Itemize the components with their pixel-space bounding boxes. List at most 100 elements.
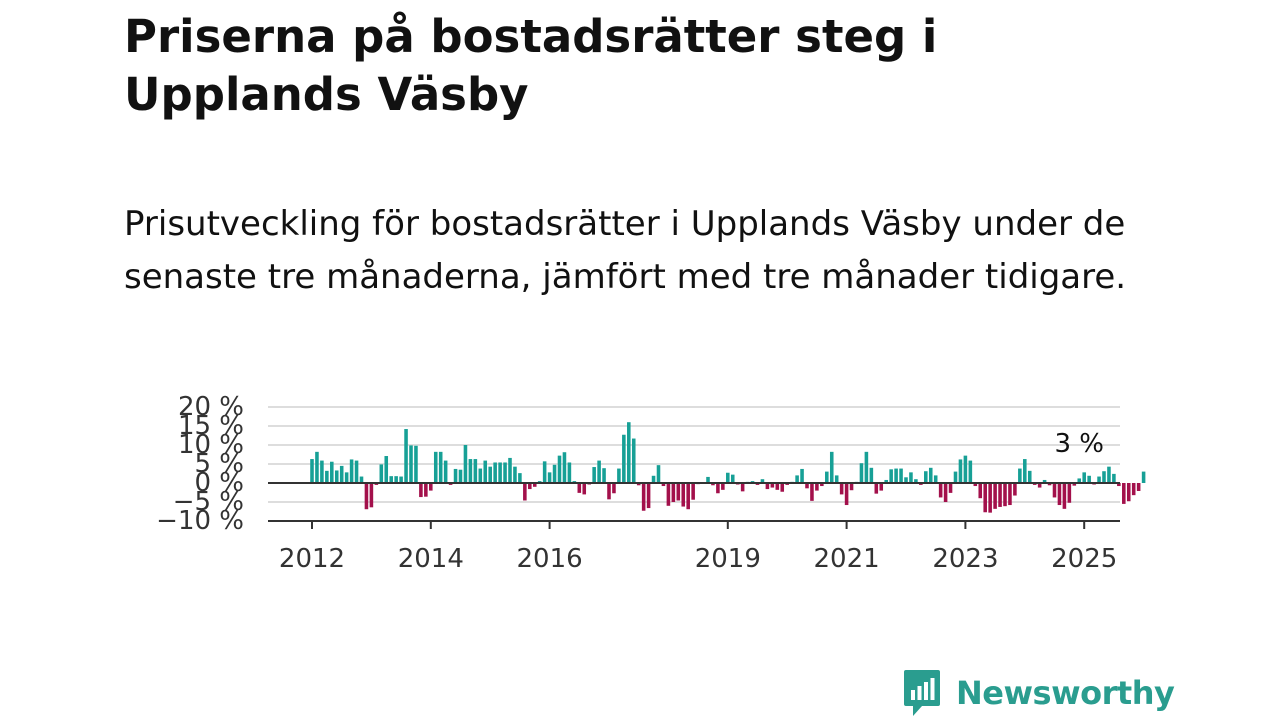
bar xyxy=(780,483,785,492)
bar xyxy=(1097,476,1101,483)
bar xyxy=(805,483,809,489)
newsworthy-logo-icon xyxy=(904,670,940,716)
bar xyxy=(943,483,948,502)
bar xyxy=(399,476,403,483)
bar xyxy=(909,472,913,483)
bar xyxy=(676,483,681,501)
bar xyxy=(765,483,770,490)
bar xyxy=(646,483,651,509)
bar xyxy=(953,471,958,483)
bar xyxy=(775,483,780,490)
y-tick-label: 20 % xyxy=(178,392,244,422)
bar xyxy=(894,468,898,483)
bar xyxy=(864,451,869,483)
x-tick-label: 2016 xyxy=(517,544,583,574)
bar xyxy=(523,483,527,501)
bar xyxy=(998,483,1002,507)
bar xyxy=(602,468,606,483)
bar xyxy=(473,459,478,483)
bar xyxy=(577,483,582,493)
bar xyxy=(379,464,384,483)
bar xyxy=(1062,483,1067,509)
y-tick-label: 15 % xyxy=(178,411,244,441)
newsworthy-logo: Newsworthy xyxy=(902,668,1175,718)
bar xyxy=(641,483,646,511)
bar xyxy=(988,483,992,513)
bar xyxy=(958,459,963,483)
bar xyxy=(1136,483,1141,491)
bar xyxy=(928,467,933,483)
bar xyxy=(547,472,552,483)
bar xyxy=(815,483,819,491)
bar xyxy=(844,483,849,506)
y-tick-label: 0 % xyxy=(194,468,244,498)
bar xyxy=(354,460,359,483)
bar xyxy=(567,462,572,483)
bar xyxy=(884,479,888,483)
chart-subtitle: Prisutveckling för bostadsrätter i Uppla… xyxy=(124,204,1127,297)
bar xyxy=(429,483,433,491)
bar xyxy=(552,464,557,483)
bar xyxy=(869,467,874,483)
bar xyxy=(636,483,641,486)
bar xyxy=(770,483,775,488)
bar xyxy=(671,483,676,502)
bar xyxy=(740,483,745,492)
x-tick-label: 2019 xyxy=(695,544,761,574)
bar xyxy=(518,473,522,483)
bar xyxy=(1003,483,1007,507)
bar xyxy=(607,483,611,500)
bar xyxy=(488,466,492,483)
bar xyxy=(1047,483,1052,486)
y-tick-label: −10 % xyxy=(156,506,244,536)
bar xyxy=(631,438,636,483)
bar xyxy=(508,457,512,483)
bar xyxy=(478,468,483,483)
bar xyxy=(468,459,473,483)
bar xyxy=(904,477,908,483)
bar xyxy=(1122,483,1126,504)
bar xyxy=(730,474,735,483)
bar xyxy=(889,469,893,483)
bar xyxy=(622,434,626,483)
bar xyxy=(1067,483,1072,503)
bar xyxy=(320,460,324,483)
bar xyxy=(334,470,339,483)
y-tick-label: −5 % xyxy=(173,487,244,517)
bar xyxy=(1126,483,1131,502)
bar xyxy=(438,451,443,483)
last-value-label: 3 % xyxy=(1054,429,1104,459)
bar xyxy=(532,483,537,487)
bar xyxy=(968,460,973,483)
bars-layer xyxy=(310,422,1146,513)
bar xyxy=(1087,475,1091,483)
bar xyxy=(1018,468,1022,483)
bar xyxy=(315,451,319,483)
bar xyxy=(369,483,374,508)
bar xyxy=(1102,471,1106,483)
bar xyxy=(325,470,329,483)
bar xyxy=(1037,483,1042,488)
bar xyxy=(983,483,987,513)
bar xyxy=(1013,483,1017,496)
bar xyxy=(349,459,354,483)
y-tick-label: 10 % xyxy=(178,430,244,460)
bar xyxy=(874,483,879,494)
bar xyxy=(1072,483,1077,486)
bar xyxy=(726,472,730,483)
bar xyxy=(330,461,334,483)
bar xyxy=(924,471,928,483)
bar xyxy=(1131,483,1136,496)
bar xyxy=(839,483,844,495)
y-tick-label: 5 % xyxy=(194,449,244,479)
bar xyxy=(443,460,448,483)
bar xyxy=(810,483,814,501)
bar xyxy=(795,475,799,483)
bar xyxy=(384,456,389,483)
bar xyxy=(528,483,532,490)
bar xyxy=(899,468,903,483)
bar xyxy=(364,483,369,510)
bar xyxy=(339,465,344,483)
bar xyxy=(414,445,418,483)
